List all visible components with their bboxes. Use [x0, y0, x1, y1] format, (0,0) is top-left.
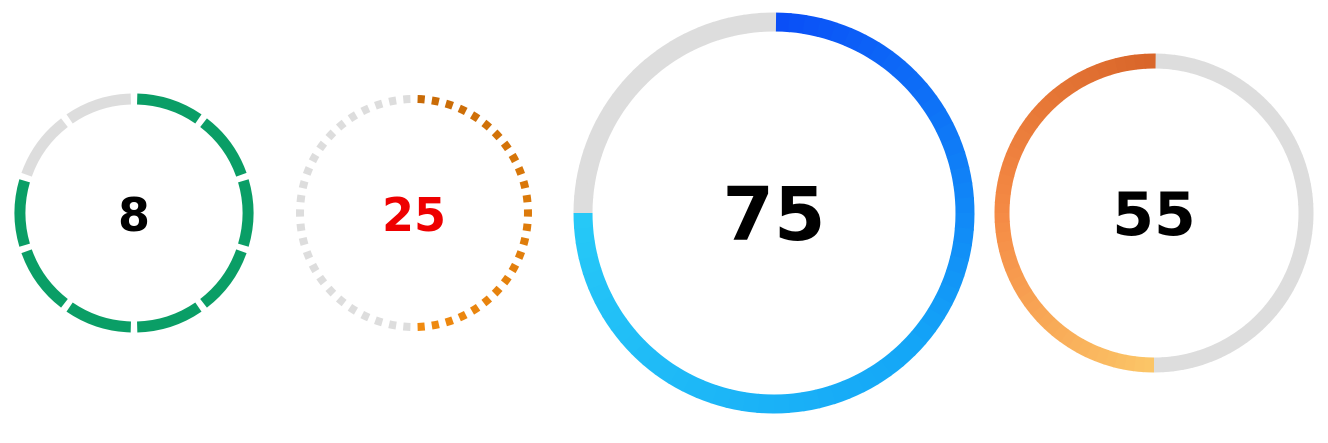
gauge-segment-filled	[238, 179, 254, 247]
gauge-segment-filled	[481, 295, 493, 307]
gauge-segment-filled	[522, 194, 532, 203]
gauge-segment-filled	[14, 179, 30, 247]
gauge-segment-track	[347, 111, 359, 123]
gauge-segment-filled	[431, 320, 440, 330]
gauge-segment-track	[316, 140, 328, 152]
gauge-segment-filled	[500, 140, 512, 152]
gauge-segment-filled	[200, 118, 247, 177]
gauge-segment-track	[374, 316, 384, 327]
gauge-segment-track	[388, 96, 397, 106]
gauge-segment-filled	[481, 119, 493, 131]
gauge-segment-track	[335, 119, 347, 131]
gauge-segment-track	[302, 166, 314, 176]
gauge-segment-track	[347, 303, 359, 315]
gauge-segment-track	[298, 180, 309, 190]
gauge-segment-filled	[514, 166, 526, 176]
gauge-ring	[296, 95, 532, 331]
gauge-segment-filled	[431, 96, 440, 106]
gauge-segment-filled	[444, 316, 454, 327]
gauge-segment-filled	[457, 310, 468, 322]
gauge-segment-filled	[519, 236, 530, 246]
gauge-segment-track	[21, 118, 68, 177]
gauge-value: 8	[117, 188, 150, 242]
gauge-segment-track	[335, 295, 347, 307]
gauge-segment-track	[302, 250, 314, 260]
gauge-segment-track	[308, 152, 320, 164]
gauge-segment-track	[296, 194, 306, 203]
gauge-value: 25	[381, 188, 446, 242]
gauge-segment-track	[374, 99, 384, 110]
gauge-segment-filled	[491, 285, 503, 297]
gauge-segment-filled	[200, 249, 247, 308]
gauge-segment-track	[308, 262, 320, 274]
progress-gauge-orange-dotted: 25	[294, 93, 534, 333]
gauge-segment-track	[66, 93, 132, 124]
gauge-segment-filled	[519, 180, 530, 190]
progress-gauge-orange-gradient: 55	[994, 53, 1314, 373]
gauge-segment-track	[360, 310, 371, 322]
gauge-ring	[994, 53, 1314, 373]
gauge-segment-track	[360, 104, 371, 116]
gauge-ring	[14, 93, 254, 333]
gauge-segment-filled	[500, 274, 512, 286]
gauge-segment-filled	[66, 302, 132, 333]
gauge-segment-filled	[469, 111, 481, 123]
gauge-segment-filled	[522, 223, 532, 232]
gauge-segment-filled	[457, 104, 468, 116]
gauge-segment-track	[325, 129, 337, 141]
gauge-segment-track	[316, 274, 328, 286]
gauge-segment-filled	[444, 99, 454, 110]
gauge-segment-filled	[21, 249, 68, 308]
gauge-segment-track	[298, 236, 309, 246]
gauge-segment-filled	[514, 250, 526, 260]
gauge-segment-filled	[469, 303, 481, 315]
gauge-value: 55	[1112, 180, 1196, 250]
gauge-value: 75	[722, 172, 826, 258]
gauge-ring	[573, 12, 975, 414]
gauge-segment-track	[758, 12, 777, 33]
progress-gauge-blue: 75	[573, 12, 975, 414]
gauge-segment-track	[388, 320, 397, 330]
gauge-segment-filled	[136, 93, 202, 124]
gauge-segment-filled	[508, 152, 520, 164]
gauge-segment-track	[296, 223, 306, 232]
progress-gauge-green: 8	[14, 93, 254, 333]
gauge-segment-filled	[508, 262, 520, 274]
gauge-segment-filled	[136, 302, 202, 333]
gauge-segment-track	[325, 285, 337, 297]
gauge-segment-filled	[491, 129, 503, 141]
